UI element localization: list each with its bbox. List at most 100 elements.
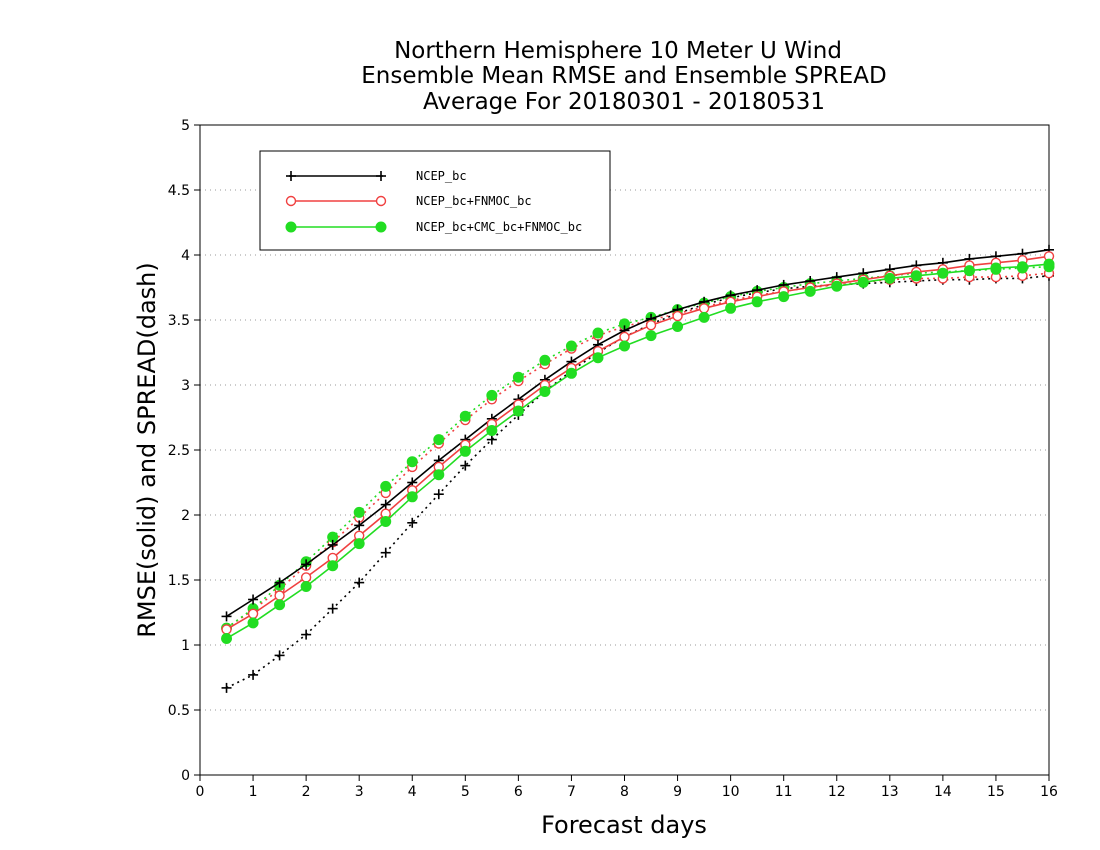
legend-marker (285, 195, 297, 207)
y-axis-label: RMSE(solid) and SPREAD(dash) (133, 262, 161, 638)
rmse-point (459, 445, 471, 457)
spread-point (486, 389, 498, 401)
spread-point (539, 354, 551, 366)
x-tick-label: 4 (408, 784, 417, 800)
legend-label: NCEP_bc+FNMOC_bc (416, 194, 532, 208)
y-tick-label: 4 (181, 248, 190, 264)
rmse-point (486, 425, 498, 436)
chart-title: Northern Hemisphere 10 Meter U Wind Ense… (361, 38, 886, 115)
spread-point (433, 434, 445, 446)
spread-point (459, 410, 471, 422)
spread-point (486, 434, 497, 445)
rmse-point (725, 302, 737, 314)
spread-point (592, 327, 604, 339)
series-1-rmse (221, 251, 1055, 635)
rmse-point (247, 608, 259, 619)
series-0-rmse (221, 244, 1054, 622)
y-tick-label: 1.5 (168, 573, 190, 589)
y-tick-label: 0 (181, 768, 190, 784)
x-tick-label: 14 (934, 784, 952, 800)
rmse-point (247, 617, 259, 629)
spread-point (565, 340, 577, 352)
rmse-point (592, 352, 604, 364)
x-tick-label: 15 (987, 784, 1005, 800)
rmse-point (672, 310, 683, 322)
y-tick-label: 1 (181, 638, 190, 654)
rmse-point (1043, 258, 1055, 270)
spread-point (406, 456, 418, 468)
x-tick-label: 9 (673, 784, 682, 800)
x-tick-label: 1 (249, 784, 258, 800)
legend-marker (285, 221, 297, 233)
rmse-point (221, 611, 232, 622)
x-tick-label: 0 (196, 784, 205, 800)
legend-marker (286, 171, 296, 181)
rmse-point (354, 520, 365, 531)
rmse-point (327, 560, 339, 572)
rmse-point (274, 577, 285, 588)
spread-point (248, 669, 259, 680)
rmse-point (831, 280, 843, 292)
rmse-point (327, 539, 338, 550)
rmse-line (226, 249, 1050, 618)
x-tick-label: 3 (355, 784, 364, 800)
rmse-point (963, 265, 975, 277)
spread-point (301, 629, 312, 640)
rmse-point (248, 594, 259, 605)
spread-line (226, 265, 1050, 629)
x-tick-label: 12 (828, 784, 846, 800)
spread-point (274, 650, 285, 661)
series-layer (221, 244, 1055, 693)
spread-point (221, 682, 232, 693)
rmse-point (751, 296, 763, 308)
y-tick-label: 3.5 (168, 313, 190, 329)
rmse-point (300, 572, 312, 583)
rmse-point (221, 633, 233, 644)
spread-point (327, 603, 338, 614)
chart-title-line-1: Northern Hemisphere 10 Meter U Wind (394, 38, 842, 64)
rmse-point (619, 340, 630, 352)
rmse-point (857, 276, 869, 288)
legend: NCEP_bc NCEP_bc+FNMOC_bc NCEP_bc+CMC_bc+FN… (259, 150, 611, 251)
y-tick-label: 2.5 (168, 443, 190, 459)
rmse-point (221, 624, 232, 635)
spread-point (354, 577, 365, 588)
rmse-point (274, 590, 285, 601)
rmse-point (274, 599, 286, 611)
rmse-point (301, 559, 312, 570)
rmse-point (380, 499, 391, 510)
legend-marker (375, 221, 387, 233)
x-tick-label: 8 (620, 784, 629, 800)
x-tick-label: 7 (567, 784, 576, 800)
rmse-point (512, 405, 524, 417)
legend-label: NCEP_bc (416, 169, 467, 183)
rmse-point (778, 291, 790, 303)
legend-marker (376, 171, 386, 181)
rmse-point (804, 285, 816, 297)
series-0-spread (221, 270, 1054, 693)
spread-point (380, 547, 391, 558)
x-tick-label: 16 (1040, 784, 1058, 800)
spread-point (460, 460, 471, 471)
rmse-point (433, 469, 445, 481)
x-tick-label: 11 (775, 784, 793, 800)
spread-point (433, 489, 444, 500)
y-tick-label: 0.5 (168, 703, 190, 719)
legend-label: NCEP_bc+CMC_bc+FNMOC_bc (416, 220, 582, 234)
rmse-point (645, 320, 657, 331)
y-tick-label: 2 (181, 508, 190, 524)
legend-item: NCEP_bc+CMC_bc+FNMOC_bc (285, 220, 582, 234)
x-tick-label: 6 (514, 784, 523, 800)
rmse-point (353, 538, 365, 550)
legend-marker (375, 195, 387, 207)
x-tick-label: 5 (461, 784, 470, 800)
rmse-point (645, 330, 657, 342)
chart-title-line-3: Average For 20180301 - 20180531 (423, 89, 825, 115)
rmse-point (698, 311, 710, 323)
series-2-spread (221, 261, 1055, 634)
rmse-point (990, 262, 1002, 274)
chart-title-line-2: Ensemble Mean RMSE and Ensemble SPREAD (361, 63, 886, 89)
y-tick-label: 5 (181, 118, 190, 134)
rmse-point (406, 491, 418, 503)
